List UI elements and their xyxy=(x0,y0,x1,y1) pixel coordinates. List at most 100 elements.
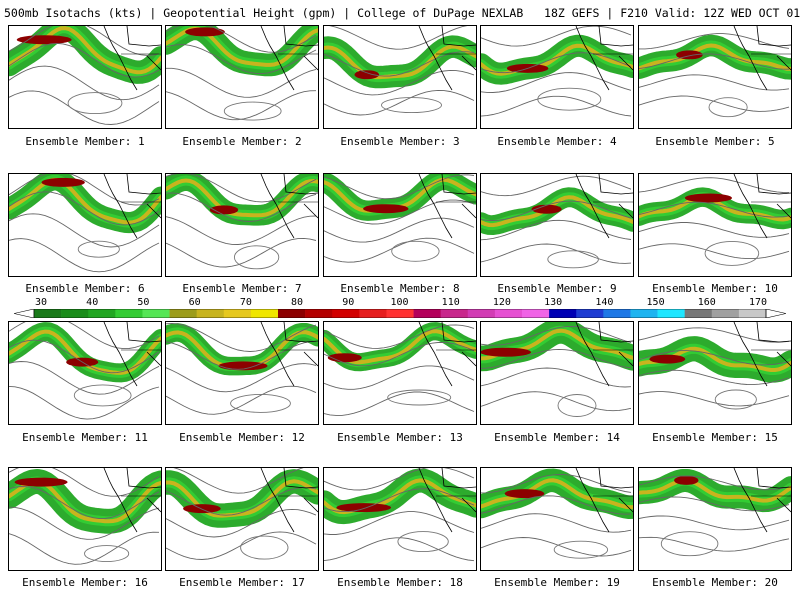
colorbar-swatch xyxy=(115,309,143,318)
closed-contour xyxy=(77,240,120,258)
ensemble-panel-4 xyxy=(480,25,634,129)
ensemble-member-label: Ensemble Member: 6 xyxy=(25,282,145,295)
ensemble-member-label: Ensemble Member: 13 xyxy=(337,431,463,444)
jet-streak xyxy=(336,503,391,513)
ensemble-panel-19 xyxy=(480,467,634,571)
height-contour xyxy=(324,237,475,263)
height-contour xyxy=(481,72,632,93)
coastline xyxy=(418,468,476,533)
coastline xyxy=(103,322,161,387)
height-contour xyxy=(166,385,317,415)
ensemble-member-label: Ensemble Member: 3 xyxy=(340,135,460,148)
ensemble-member-label: Ensemble Member: 10 xyxy=(652,282,778,295)
isotach-map xyxy=(9,468,161,565)
colorbar-swatch xyxy=(250,309,279,318)
height-contour xyxy=(639,33,790,50)
isotach-map xyxy=(481,174,633,269)
isotach-map xyxy=(324,322,476,416)
coastline xyxy=(733,322,791,387)
ensemble-member-label: Ensemble Member: 2 xyxy=(182,135,302,148)
height-contour xyxy=(481,495,632,515)
isotach-map xyxy=(166,468,318,560)
height-contour xyxy=(166,487,317,516)
coastline xyxy=(575,468,633,533)
ensemble-member-label: Ensemble Member: 16 xyxy=(22,576,148,589)
height-contour xyxy=(324,488,475,513)
closed-contour xyxy=(660,531,719,557)
colorbar-tick-label: 90 xyxy=(342,297,355,308)
colorbar-right-arrow xyxy=(765,309,786,318)
height-contour xyxy=(9,339,160,374)
height-contour xyxy=(324,174,475,200)
ensemble-panel-18 xyxy=(323,467,477,571)
height-contour xyxy=(166,174,317,203)
height-contour xyxy=(481,200,632,221)
jet-core-80kt xyxy=(481,478,633,510)
height-contour xyxy=(639,391,790,407)
ensemble-panel-10 xyxy=(638,173,792,277)
jet-streak xyxy=(41,177,85,187)
closed-contour xyxy=(381,97,442,114)
colorbar-swatch xyxy=(413,309,441,318)
jet-core-80kt xyxy=(9,26,161,75)
height-contour xyxy=(9,468,160,497)
height-contour xyxy=(166,90,317,121)
height-contour xyxy=(9,238,160,273)
closed-contour xyxy=(391,240,440,262)
colorbar-tick-label: 120 xyxy=(492,297,511,308)
coastline xyxy=(418,26,476,91)
colorbar-swatch xyxy=(61,309,89,318)
height-contour xyxy=(481,348,632,369)
height-contour xyxy=(9,506,160,540)
isotach-map xyxy=(481,322,633,417)
coastline xyxy=(103,174,161,239)
colorbar-swatch xyxy=(88,309,116,318)
jet-core-80kt xyxy=(9,177,161,225)
ensemble-member-label: Ensemble Member: 7 xyxy=(182,282,302,295)
colorbar-swatch xyxy=(494,309,523,318)
colorbar-swatch xyxy=(359,309,387,318)
colorbar-swatch xyxy=(684,309,713,318)
colorbar-left-arrow xyxy=(14,309,35,318)
jet-core-80kt xyxy=(639,43,791,71)
height-contour xyxy=(166,237,317,268)
ensemble-panel-3 xyxy=(323,25,477,129)
jet-streak xyxy=(674,475,699,485)
height-contour xyxy=(639,177,790,194)
height-contour xyxy=(639,475,790,491)
height-contour xyxy=(481,537,632,557)
isotach-map xyxy=(9,26,161,125)
ensemble-member-label: Ensemble Member: 19 xyxy=(494,576,620,589)
height-contour xyxy=(481,513,632,533)
height-contour xyxy=(166,26,317,53)
height-contour xyxy=(324,468,475,491)
height-contour xyxy=(639,74,790,91)
height-contour xyxy=(166,340,317,370)
closed-contour xyxy=(223,101,282,121)
colorbar-tick-label: 170 xyxy=(748,297,768,308)
closed-contour xyxy=(708,97,748,118)
height-contour xyxy=(324,89,475,116)
coastline xyxy=(260,468,318,533)
height-contour xyxy=(166,215,317,245)
ensemble-panel-9 xyxy=(480,173,634,277)
height-contour xyxy=(9,322,160,350)
jet-streak xyxy=(684,193,732,203)
height-contour xyxy=(9,65,160,101)
isotach-map xyxy=(9,322,161,420)
height-contour xyxy=(639,369,790,386)
height-contour xyxy=(9,90,160,125)
colorbar-tick-label: 50 xyxy=(137,297,150,308)
colorbar-tick-label: 40 xyxy=(86,297,99,308)
closed-contour xyxy=(714,389,757,410)
colorbar-tick-label: 160 xyxy=(697,297,716,308)
isotach-map xyxy=(481,468,633,559)
closed-contour xyxy=(233,245,280,270)
coastline xyxy=(575,26,633,91)
colorbar-tick-label: 100 xyxy=(390,297,409,308)
colorbar-tick-label: 80 xyxy=(291,297,304,308)
ensemble-panel-20 xyxy=(638,467,792,571)
colorbar-tick-label: 70 xyxy=(239,297,252,308)
ensemble-member-label: Ensemble Member: 20 xyxy=(652,576,778,589)
height-contour xyxy=(481,175,632,197)
